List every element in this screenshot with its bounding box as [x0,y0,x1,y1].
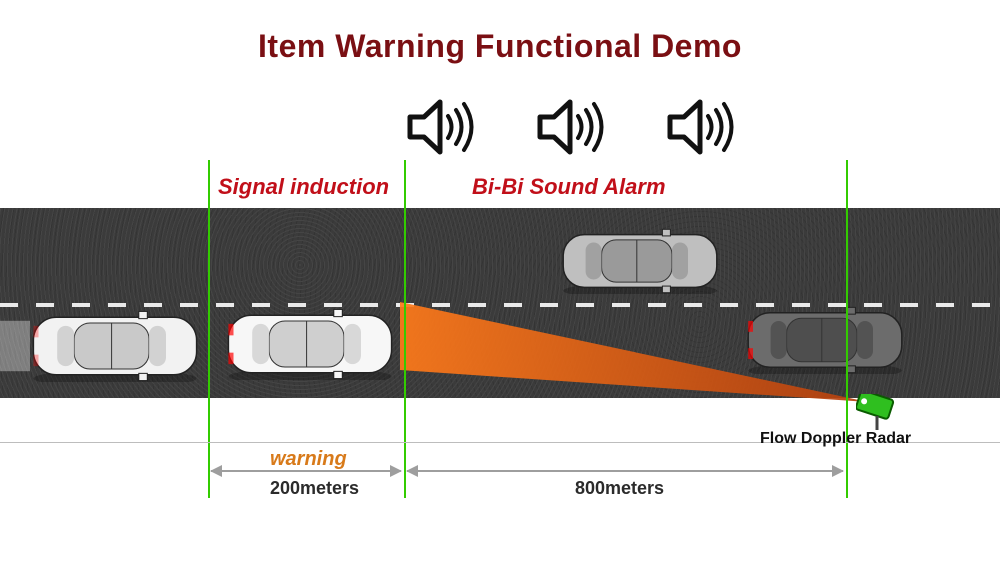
warning-label: warning [270,448,347,471]
sound-alarm-label: Bi-Bi Sound Alarm [472,174,666,200]
distance-arrow-800 [407,470,843,472]
distance-200-label: 200meters [270,478,359,499]
sound-icon-row [0,92,1000,162]
signal-induction-label: Signal induction [218,174,389,200]
speaker-icon [400,92,480,162]
guide-line-middle [404,160,406,498]
car [0,310,200,382]
diagram-stage: Item Warning Functional Demo Signal indu… [0,0,1000,580]
distance-800-label: 800meters [575,478,664,499]
car [745,306,905,374]
radar-label: Flow Doppler Radar [760,430,911,448]
car [225,308,395,380]
guide-line-start [208,160,210,498]
speaker-icon [660,92,740,162]
car [560,228,720,294]
speaker-icon [530,92,610,162]
diagram-title: Item Warning Functional Demo [0,28,1000,65]
